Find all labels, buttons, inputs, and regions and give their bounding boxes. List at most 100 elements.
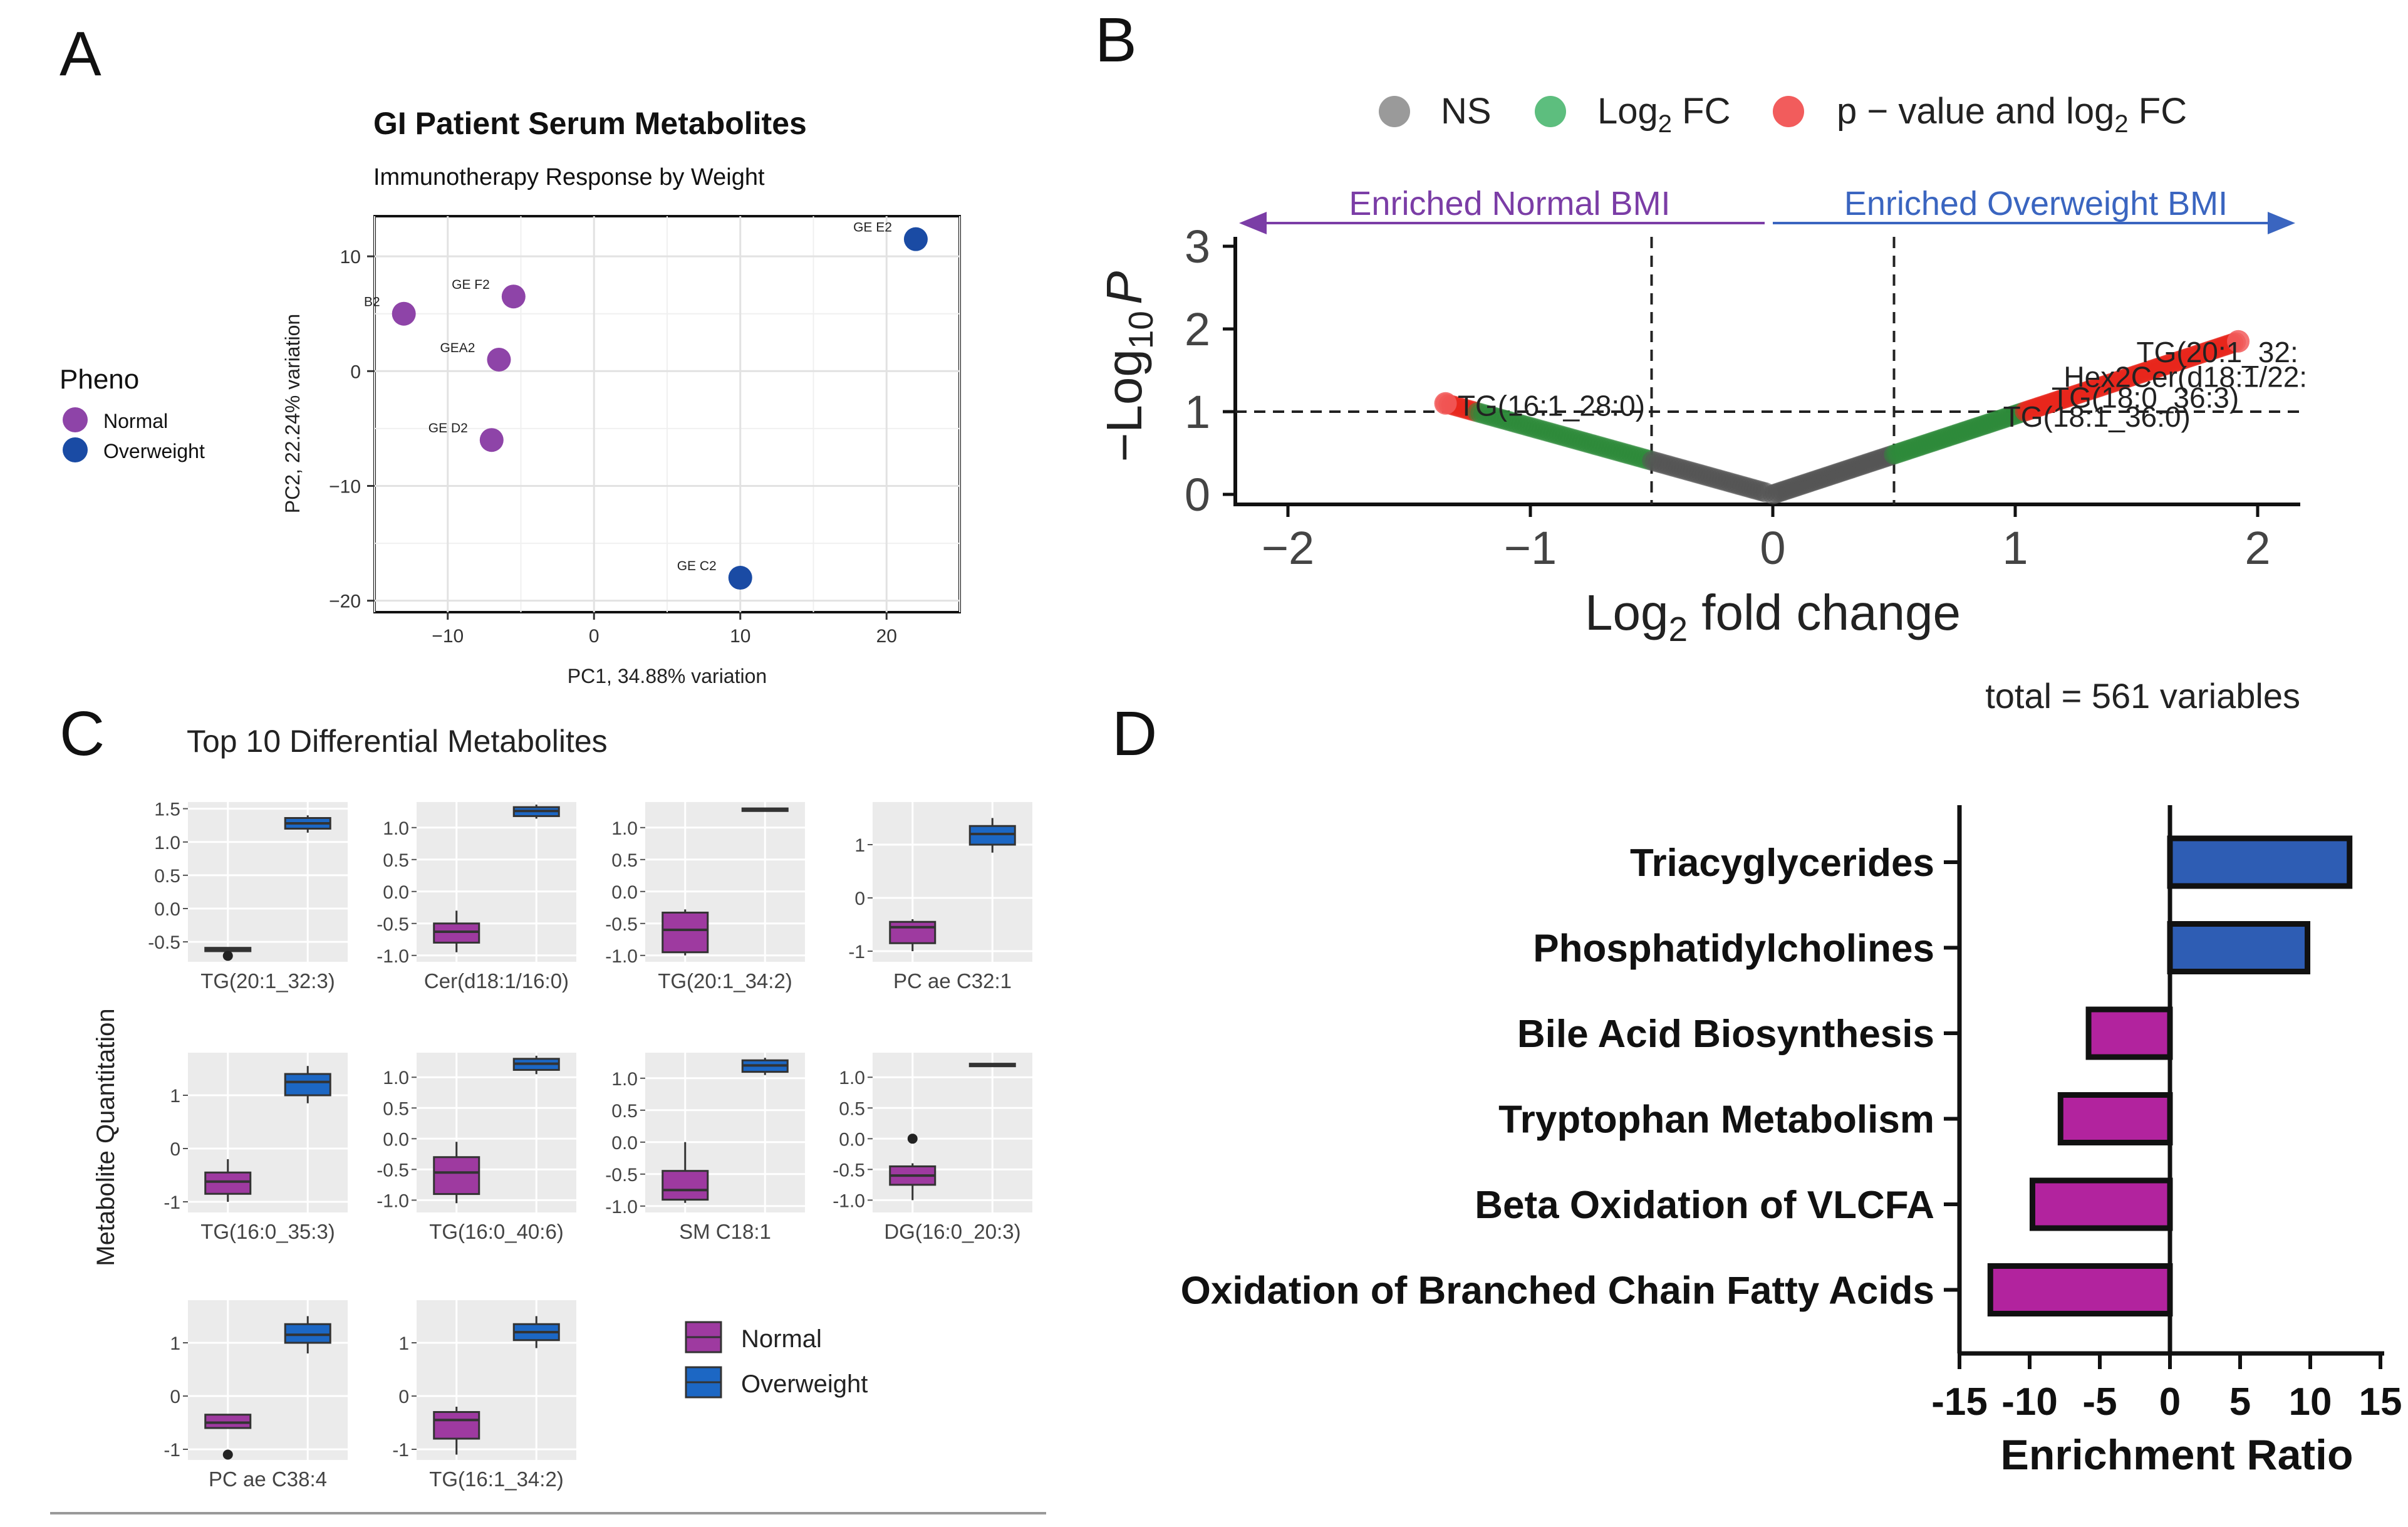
- pca-point: [728, 566, 752, 590]
- pca-legend-overweight-marker: [63, 437, 88, 462]
- boxplot-box: [662, 1170, 709, 1201]
- enrichment-category-label: Bile Acid Biosynthesis: [1517, 1013, 1934, 1056]
- enrichment-ticks: Triacyglycerides Phosphatidylcholines Bile…: [1181, 842, 2402, 1424]
- pca-ticks: −10 0 10 20 −20 −10 0 10: [329, 247, 897, 647]
- enrichment-bar: [1987, 1263, 2173, 1316]
- boxplot-y-tick-label: 1.0: [839, 1068, 865, 1088]
- volcano-legend-ns-marker: [1379, 96, 1410, 127]
- enrichment-bar: [2167, 835, 2353, 889]
- arrow-normal-head: [1239, 212, 1267, 234]
- boxplot-facet: -1.0 -0.5 0.0 0.5 1.0 DG(16:0_20:3): [833, 1053, 1032, 1243]
- pca-point-label: GE E2: [853, 221, 892, 235]
- enrichment-bar: [2029, 1177, 2173, 1231]
- enrichment-x-tick-label: 10: [2289, 1380, 2332, 1424]
- pca-point: [903, 227, 928, 251]
- boxplot-y-tick-label: -1.0: [376, 1191, 409, 1211]
- volcano-point-label: TG(18:1_36:0): [2003, 400, 2191, 433]
- boxplot-box: [204, 1171, 252, 1195]
- volcano-point: [1434, 392, 1457, 415]
- volcano-y-axis-label: −Log10P: [1096, 271, 1160, 462]
- pca-x-tick-label: 0: [589, 626, 599, 647]
- boxplot-y-tick-label: 1: [398, 1333, 409, 1354]
- pca-y-axis-label: PC2, 22.24% variation: [281, 314, 304, 513]
- volcano-point-label: TG(16:1_28:0): [1458, 390, 1645, 422]
- boxplot-facet-label: PC ae C32:1: [893, 969, 1012, 993]
- boxplot-y-tick-label: -1.0: [605, 1197, 638, 1217]
- volcano-points: [1434, 330, 2250, 504]
- pca-legend-title: Pheno: [60, 364, 139, 395]
- boxplot-outlier: [907, 1134, 918, 1144]
- boxplot-y-tick-label: -1: [163, 1192, 180, 1213]
- enrichment-bar: [2167, 921, 2311, 974]
- boxplot-box: [968, 825, 1016, 846]
- boxplot-legend-normal-label: Normal: [741, 1325, 822, 1353]
- boxplot-facet: -1 0 1 PC ae C38:4: [163, 1300, 348, 1491]
- pca-x-tick-label: 10: [730, 626, 750, 647]
- volcano-legend-fc-label: Log2 FC: [1597, 91, 1730, 138]
- boxplot-y-tick-label: -1: [392, 1440, 409, 1461]
- pca-x-tick-label: −10: [432, 626, 464, 647]
- boxplot-facet-label: TG(16:0_40:6): [429, 1220, 564, 1243]
- boxplot-facet: -1 0 1 PC ae C32:1: [848, 802, 1032, 993]
- boxplot-y-tick-label: 1.5: [154, 800, 180, 820]
- boxplot-facet-background: [873, 1053, 1032, 1212]
- volcano-y-tick-label: 1: [1185, 386, 1210, 438]
- boxplot-y-tick-label: -0.5: [605, 1165, 638, 1186]
- boxplot-facet: -1 0 1 TG(16:0_35:3): [163, 1053, 348, 1243]
- boxplot-title: Top 10 Differential Metabolites: [187, 724, 608, 759]
- pca-point-label: GE D2: [428, 421, 468, 435]
- boxplot-y-tick-label: 1.0: [383, 1068, 409, 1088]
- pca-point-label: B2: [364, 295, 380, 310]
- pca-x-tick-label: 20: [876, 626, 897, 647]
- boxplot-y-tick-label: 1.0: [611, 1069, 638, 1090]
- boxplot-y-tick-label: 1: [854, 835, 865, 856]
- boxplot-y-tick-label: 0.5: [383, 850, 409, 871]
- pca-point: [501, 284, 526, 309]
- boxplot-facet: -1.0 -0.5 0.0 0.5 1.0 Cer(d18:1/16:0): [376, 802, 576, 993]
- pca-point: [479, 428, 504, 452]
- enrichment-category-label: Phosphatidylcholines: [1533, 927, 1934, 971]
- pca-y-tick-label: −20: [329, 592, 361, 612]
- boxplot-y-tick-label: 0: [170, 1387, 180, 1407]
- boxplot-y-tick-label: 1.0: [154, 833, 180, 853]
- pca-panel: GI Patient Serum Metabolites Immunothera…: [60, 106, 961, 687]
- pca-subtitle: Immunotherapy Response by Weight: [373, 164, 765, 190]
- volcano-x-tick-label: 2: [2245, 522, 2270, 574]
- volcano-cutoff-lines: [1235, 237, 2300, 504]
- boxplot-y-tick-label: -1.0: [376, 946, 409, 967]
- boxplot-y-tick-label: 0: [398, 1387, 409, 1407]
- boxplot-y-tick-label: -1.0: [833, 1191, 865, 1211]
- boxplot-y-tick-label: 0.0: [383, 882, 409, 903]
- boxplot-y-axis-label: Metabolite Quantitation: [92, 1008, 120, 1266]
- enrichment-panel: Triacyglycerides Phosphatidylcholines Bile…: [1181, 805, 2402, 1479]
- boxplot-legend-overweight-label: Overweight: [741, 1370, 868, 1398]
- enrichment-x-tick-label: -15: [1931, 1380, 1988, 1424]
- enrichment-x-tick-label: -10: [2001, 1380, 2058, 1424]
- arrow-overweight-head: [2268, 212, 2295, 234]
- boxplot-y-tick-label: -0.5: [148, 932, 180, 953]
- volcano-legend-ns-label: NS: [1441, 91, 1492, 132]
- boxplot-facet-label: TG(20:1_34:2): [658, 969, 792, 993]
- panel-label-b: B: [1095, 5, 1137, 75]
- boxplot-facet: -1.0 -0.5 0.0 0.5 1.0 SM C18:1: [605, 1053, 805, 1243]
- boxplot-y-tick-label: 0.0: [154, 899, 180, 920]
- volcano-legend-pfc-label: p − value and log2 FC: [1837, 91, 2187, 138]
- boxplot-y-tick-label: 0.0: [611, 882, 638, 903]
- enrichment-bars: [1987, 835, 2353, 1316]
- boxplot-facet-label: TG(16:0_35:3): [200, 1220, 335, 1243]
- enrichment-bar: [2085, 1006, 2173, 1060]
- pca-y-tick-label: 0: [350, 362, 361, 382]
- boxplot-box: [433, 922, 480, 944]
- enrichment-x-axis-label: Enrichment Ratio: [2001, 1431, 2354, 1479]
- volcano-x-tick-label: 1: [2002, 522, 2028, 574]
- boxplot-facet-label: TG(16:1_34:2): [429, 1467, 564, 1491]
- enrichment-x-tick-label: 5: [2229, 1380, 2251, 1424]
- volcano-ticks: −2 −1 0 1 2 0 1 2 3: [1185, 221, 2271, 574]
- boxplot-facet: -1 0 1 TG(16:1_34:2): [392, 1300, 576, 1491]
- boxplot-y-tick-label: 0.5: [154, 866, 180, 887]
- pca-y-tick-label: −10: [329, 476, 361, 497]
- boxplot-y-tick-label: 0.5: [839, 1098, 865, 1119]
- boxplot-box: [433, 1411, 480, 1440]
- enrichment-x-tick-label: 0: [2159, 1380, 2181, 1424]
